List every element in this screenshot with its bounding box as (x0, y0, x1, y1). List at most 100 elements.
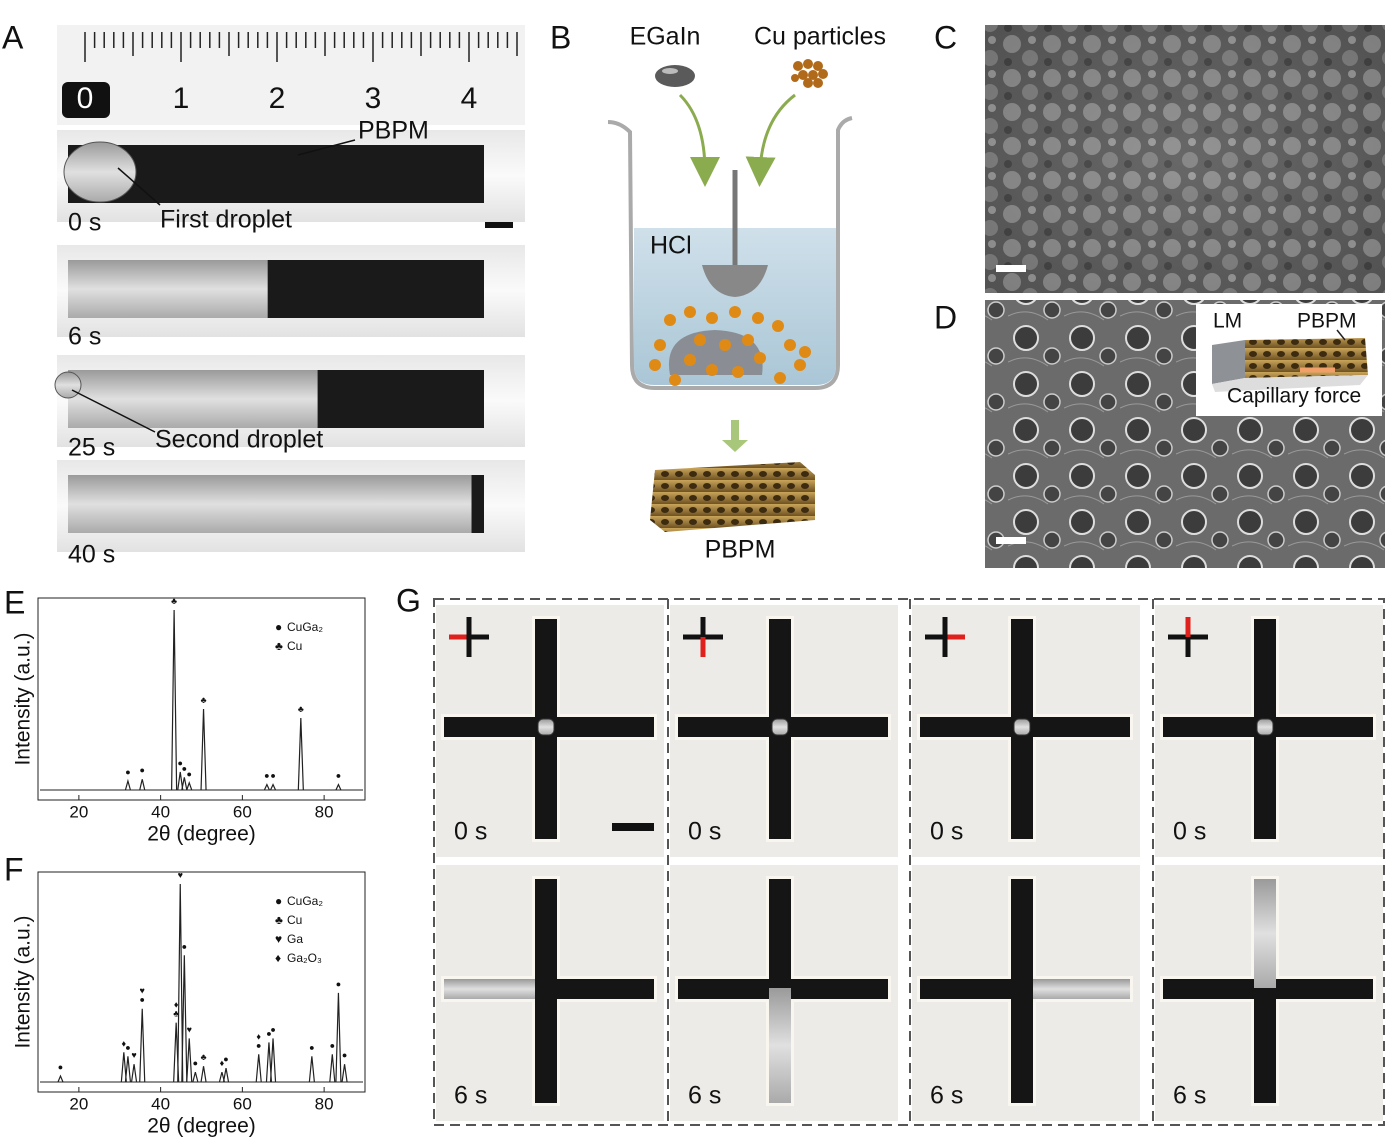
x-tick-label: 20 (69, 802, 88, 821)
cu-particle (649, 359, 661, 371)
label: EGaIn (630, 23, 701, 51)
label: 6 s (688, 1082, 721, 1110)
leader (117, 167, 161, 206)
cross-arm (769, 726, 791, 839)
cross-arm (779, 979, 888, 999)
x-tick-label: 20 (69, 1094, 88, 1113)
label: PBPM (1297, 310, 1357, 333)
peak-marker: ● (336, 771, 341, 781)
peak (124, 1056, 132, 1083)
cu-particle (669, 374, 681, 386)
ruler-zero-box (62, 82, 110, 118)
peak (120, 1052, 127, 1083)
peak-marker: ♣ (201, 695, 207, 705)
x-tick-label: 60 (233, 802, 252, 821)
infiltrated-metal (68, 260, 268, 318)
infiltrated-metal (68, 370, 318, 428)
cross-arm (1254, 879, 1276, 988)
peak (139, 1008, 146, 1083)
label: Intensity (a.u.) (12, 632, 35, 765)
label: ● (275, 894, 282, 908)
scale-bar (612, 823, 654, 831)
label: E (4, 584, 25, 620)
peak (335, 783, 342, 791)
peak-marker: ♥ (131, 1051, 136, 1061)
peak (181, 955, 188, 1083)
label: Intensity (a.u.) (12, 915, 35, 1048)
cross-arm (444, 979, 545, 999)
label: 0 s (68, 209, 101, 237)
cross-arm (545, 717, 654, 737)
peak (171, 609, 178, 791)
cross-arm (1011, 988, 1033, 1103)
droplet (537, 718, 555, 736)
x-tick-label: 80 (315, 802, 334, 821)
peak-marker: ● (330, 1041, 335, 1051)
droplet (63, 141, 137, 203)
cross-arm (1011, 619, 1033, 726)
leader (71, 389, 156, 433)
label: 1 (173, 82, 190, 115)
leader (297, 139, 356, 156)
peak-marker: ♥ (178, 870, 183, 880)
cu-particle (729, 306, 741, 318)
cross-arm (678, 979, 779, 999)
peak (200, 1066, 207, 1083)
peak (192, 1071, 199, 1083)
peak-marker: ● (178, 758, 183, 768)
cross-arm (1264, 979, 1373, 999)
cross-arm (1011, 726, 1033, 839)
cross-arm (1264, 717, 1373, 737)
peak (263, 783, 270, 791)
sem-shade (985, 25, 1385, 293)
cross-arm (444, 717, 545, 737)
cu-particle (684, 354, 696, 366)
peak (57, 1074, 64, 1083)
peak-marker: ♦ (122, 1039, 127, 1049)
peak-marker: ● (223, 1055, 228, 1065)
label: ● (275, 620, 282, 634)
cross-arm (535, 726, 557, 839)
label: First droplet (160, 206, 292, 234)
cross-arm (769, 619, 791, 726)
label: ♣ (275, 639, 283, 653)
cu-particle (754, 352, 766, 364)
peak-marker: ● (125, 767, 130, 777)
x-tick-label: 40 (151, 1094, 170, 1113)
cross-arm (535, 879, 557, 988)
label: PBPM (358, 117, 429, 145)
cu-particle (706, 364, 718, 376)
label: Capillary force (1227, 385, 1361, 408)
label: 25 s (68, 434, 115, 462)
scale-bar (485, 221, 513, 228)
cross-arm (545, 979, 654, 999)
ruler (57, 25, 525, 125)
peak (255, 1054, 262, 1083)
label: 40 s (68, 541, 115, 569)
label: Ga₂O₃ (287, 951, 322, 965)
label: A (2, 19, 24, 55)
droplet (54, 371, 82, 399)
cu-particle (654, 339, 666, 351)
x-tick-label: 60 (233, 1094, 252, 1113)
peak-marker: ● (270, 1025, 275, 1035)
peak-marker: ♦ (220, 1058, 225, 1068)
cu-particle (694, 334, 706, 346)
label: Cu (287, 639, 302, 653)
cross-arm (1021, 979, 1130, 999)
label: 2 (269, 82, 286, 115)
peak (177, 883, 184, 1083)
cu-particle (684, 306, 696, 318)
peak (181, 777, 188, 791)
peak-marker: ♥ (187, 1025, 192, 1035)
label: G (396, 582, 421, 618)
peak-marker: ♣ (201, 1053, 207, 1063)
label: CuGa₂ (287, 620, 323, 634)
droplet (771, 718, 789, 736)
cross-arm (1254, 726, 1276, 839)
cu-particle (752, 312, 764, 324)
cu-particle (774, 372, 786, 384)
label: PBPM (705, 536, 776, 564)
peak-marker: ● (342, 1051, 347, 1061)
peak (130, 1064, 138, 1083)
